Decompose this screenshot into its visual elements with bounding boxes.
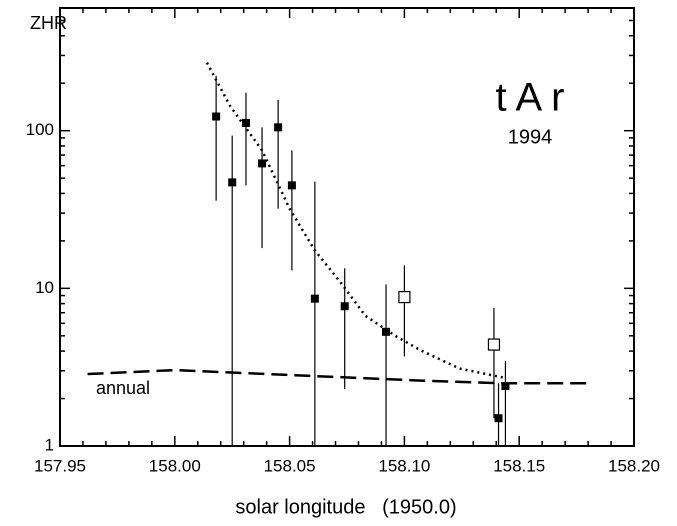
x-tick-label: 158.05 [264,456,316,475]
point [241,118,250,127]
dashed-curve [87,368,591,385]
point [494,414,503,423]
plot-frame [59,7,635,447]
point [382,327,391,336]
year-label: 1994 [508,126,553,148]
point [212,112,221,121]
point [274,123,283,132]
y-tick-label: 10 [35,278,54,297]
y-tick-label: 100 [26,120,54,139]
y-axis-label: ZHR [30,13,67,33]
point [487,338,501,351]
x-tick-label: 158.10 [378,456,430,475]
point [310,294,319,303]
x-tick-label: 158.15 [493,456,545,475]
dotted-curve [205,62,506,380]
point [287,181,296,190]
point [228,178,237,187]
x-tick-label: 157.95 [34,456,86,475]
point [398,290,411,304]
point [340,302,349,311]
x-axis-label: solar longitude (1950.0) [235,496,456,518]
x-tick-label: 158.20 [608,456,660,475]
x-tick-label: 158.00 [149,456,201,475]
point [258,159,267,168]
point [501,382,510,391]
annual-label: annual [96,378,150,398]
shower-label: t A r [496,76,565,120]
y-tick-label: 1 [45,435,54,454]
